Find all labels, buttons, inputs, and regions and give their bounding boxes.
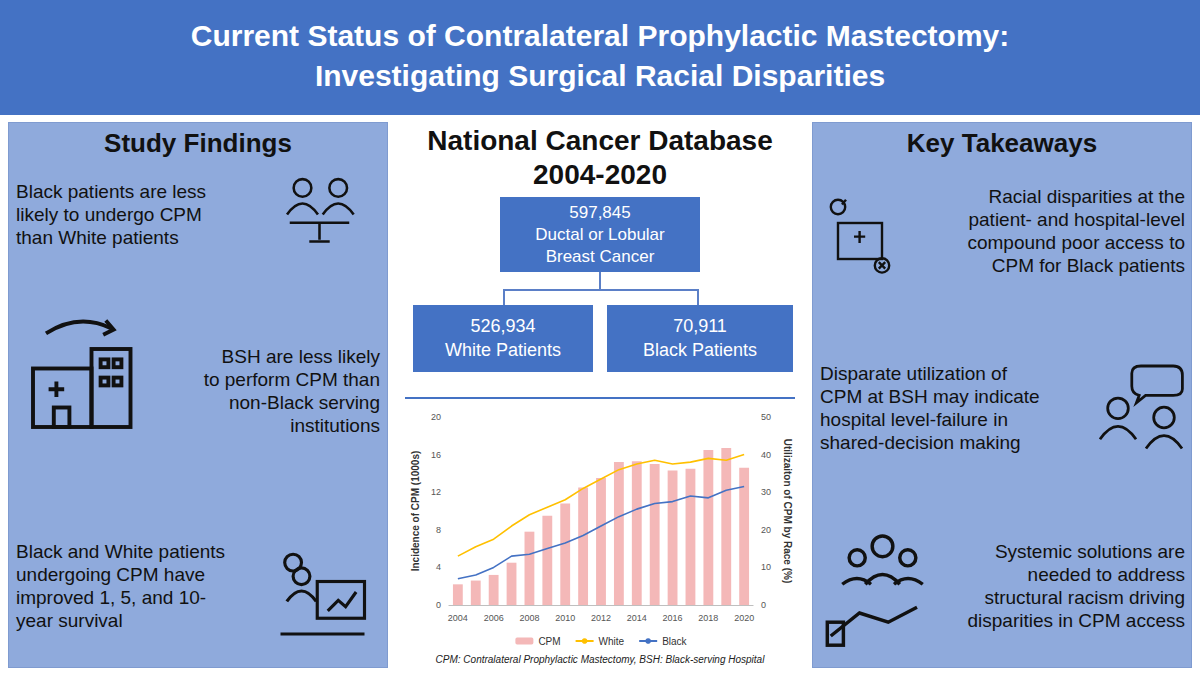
svg-text:50: 50 (761, 412, 771, 422)
html-text:improved 1, 5, and 10-: improved 1, 5, and 10- (16, 587, 207, 608)
html-text:Study Findings: Study Findings (104, 128, 292, 158)
svg-text:12: 12 (431, 487, 441, 497)
svg-text:16: 16 (431, 450, 441, 460)
html-text:Racial disparities at the: Racial disparities at the (988, 186, 1185, 207)
html-text:compound poor access to: compound poor access to (967, 232, 1185, 253)
svg-text:2006: 2006 (484, 613, 504, 623)
svg-text:0: 0 (436, 600, 441, 610)
html-text:Current Status of Contralatera: Current Status of Contralateral Prophyla… (190, 19, 1010, 52)
html-text:CPM at BSH may indicate: CPM at BSH may indicate (820, 386, 1040, 407)
svg-text:CPM: CPM (538, 636, 560, 647)
html-text:BSH are less likely: BSH are less likely (221, 346, 380, 367)
html-text:Systemic solutions are: Systemic solutions are (994, 541, 1185, 562)
html-text:CPM for Black patients: CPM for Black patients (991, 255, 1185, 276)
html-text:patient- and hospital-level: patient- and hospital-level (968, 209, 1185, 230)
html-text:undergoing CPM have: undergoing CPM have (16, 564, 206, 585)
svg-text:2008: 2008 (519, 613, 539, 623)
svg-text:8: 8 (436, 525, 441, 535)
html-text:needed to address: needed to address (1027, 564, 1185, 585)
html-text:year survival: year survival (16, 610, 123, 631)
html-text:Ductal or Lobular: Ductal or Lobular (535, 225, 665, 244)
html-text:Black patients are less: Black patients are less (16, 181, 207, 202)
html-text:structural racism driving: structural racism driving (984, 587, 1185, 608)
html-text:likely to undergo CPM: likely to undergo CPM (16, 204, 202, 225)
html-text:National Cancer Database: National Cancer Database (427, 125, 773, 156)
html-text:Disparate utilization of: Disparate utilization of (820, 363, 1007, 384)
html-text:Black Patients: Black Patients (643, 340, 757, 360)
html-text:2004-2020: 2004-2020 (533, 159, 667, 190)
html-text:hospital level-failure in: hospital level-failure in (820, 409, 1008, 430)
svg-text:2018: 2018 (698, 613, 718, 623)
html-text:597,845: 597,845 (569, 203, 631, 222)
svg-text:Utilizaiton of CPM by Race (%): Utilizaiton of CPM by Race (%) (782, 439, 793, 583)
svg-text:40: 40 (761, 450, 771, 460)
html-text:Black and White patients: Black and White patients (16, 541, 226, 562)
html-text:non-Black serving: non-Black serving (229, 392, 380, 413)
html-text:than White patients: than White patients (16, 227, 179, 248)
svg-text:0: 0 (761, 600, 766, 610)
svg-text:2012: 2012 (591, 613, 611, 623)
svg-text:20: 20 (431, 412, 441, 422)
html-text:Investigating Surgical Racial: Investigating Surgical Racial Disparitie… (314, 59, 886, 92)
svg-text:Black: Black (662, 636, 687, 647)
html-text:shared-decision making: shared-decision making (820, 432, 1021, 453)
html-text:institutions: institutions (290, 415, 380, 436)
svg-text:30: 30 (761, 487, 771, 497)
html-text:White Patients: White Patients (445, 340, 561, 360)
html-text:526,934: 526,934 (470, 316, 536, 336)
svg-text:20: 20 (761, 525, 771, 535)
html-text:disparities in CPM access: disparities in CPM access (967, 610, 1185, 631)
svg-text:2020: 2020 (734, 613, 754, 623)
html-text:Key Takeaways: Key Takeaways (906, 128, 1098, 158)
svg-text:2016: 2016 (663, 613, 683, 623)
svg-text:Incidence of CPM (1000s): Incidence of CPM (1000s) (410, 451, 421, 572)
html-text:to perform CPM than: to perform CPM than (203, 369, 380, 390)
svg-text:2004: 2004 (448, 613, 468, 623)
html-text:Breast Cancer: Breast Cancer (545, 247, 655, 266)
svg-text:4: 4 (436, 562, 441, 572)
html-text:CPM: Contralateral Prophylacti: CPM: Contralateral Prophylactic Mastecto… (435, 654, 765, 665)
svg-text:2010: 2010 (555, 613, 575, 623)
svg-text:10: 10 (761, 562, 771, 572)
svg-text:2014: 2014 (627, 613, 647, 623)
svg-text:White: White (599, 636, 625, 647)
html-text:70,911: 70,911 (673, 316, 727, 336)
